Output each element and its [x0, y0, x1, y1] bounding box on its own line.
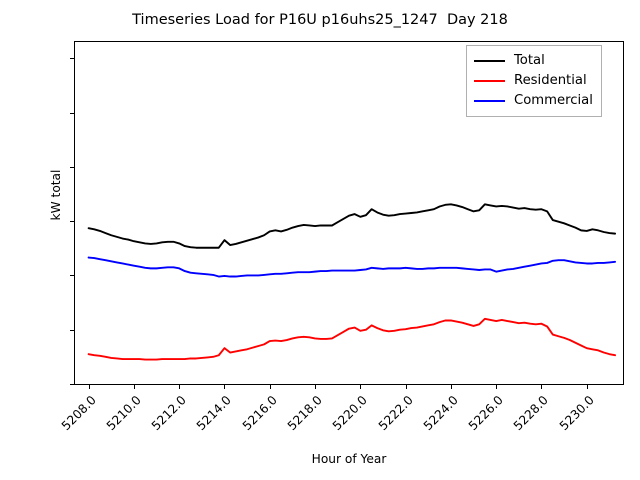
line-swatch-icon [474, 99, 505, 103]
x-tick-label: 5224.0 [420, 393, 461, 434]
y-tick-mark [70, 112, 74, 114]
x-tick-mark [405, 385, 407, 389]
legend-item-label: Commercial [514, 93, 593, 108]
x-tick-label: 5216.0 [239, 393, 280, 434]
legend-item-label: Residential [514, 73, 587, 88]
legend: Total Residential Commercial [466, 45, 602, 117]
y-tick-mark [70, 384, 74, 385]
x-tick-mark [541, 385, 543, 389]
y-tick-mark [70, 166, 74, 168]
x-tick-label: 5218.0 [284, 393, 325, 434]
x-tick-label: 5210.0 [103, 393, 144, 434]
x-tick-mark [179, 385, 181, 389]
x-tick-mark [224, 385, 226, 389]
x-tick-label: 5226.0 [466, 393, 507, 434]
series-lines [87, 203, 617, 361]
x-tick-label: 5222.0 [375, 393, 416, 434]
legend-item: Residential [474, 71, 593, 91]
legend-item: Commercial [474, 91, 593, 111]
series-line-total [87, 203, 617, 249]
x-tick-label: 5208.0 [58, 393, 99, 434]
x-tick-mark [133, 385, 135, 389]
y-tick-mark [70, 329, 74, 331]
legend-item-label: Total [514, 53, 545, 68]
x-tick-mark [315, 385, 317, 389]
series-line-commercial [87, 256, 617, 278]
legend-item: Total [474, 51, 593, 71]
x-tick-label: 5230.0 [556, 393, 597, 434]
x-tick-label: 5212.0 [148, 393, 190, 434]
y-tick-mark [70, 275, 74, 277]
x-tick-label: 5220.0 [330, 393, 371, 434]
line-swatch-icon [474, 79, 505, 83]
series-line-residential [87, 317, 617, 361]
line-swatch-icon [474, 59, 505, 63]
y-tick-mark [70, 58, 74, 60]
x-axis-label: Hour of Year [311, 452, 387, 466]
x-tick-mark [360, 385, 362, 389]
x-tick-mark [450, 385, 452, 389]
page-title: Timeseries Load for P16U p16uhs25_1247 D… [132, 12, 508, 28]
y-axis-label: kW total [49, 169, 63, 221]
x-tick-mark [269, 385, 271, 389]
x-tick-mark [586, 385, 588, 389]
x-tick-mark [496, 385, 498, 389]
y-tick-mark [70, 221, 74, 223]
x-tick-mark [88, 385, 90, 389]
x-tick-label: 5228.0 [511, 393, 552, 434]
x-tick-label: 5214.0 [194, 393, 235, 434]
